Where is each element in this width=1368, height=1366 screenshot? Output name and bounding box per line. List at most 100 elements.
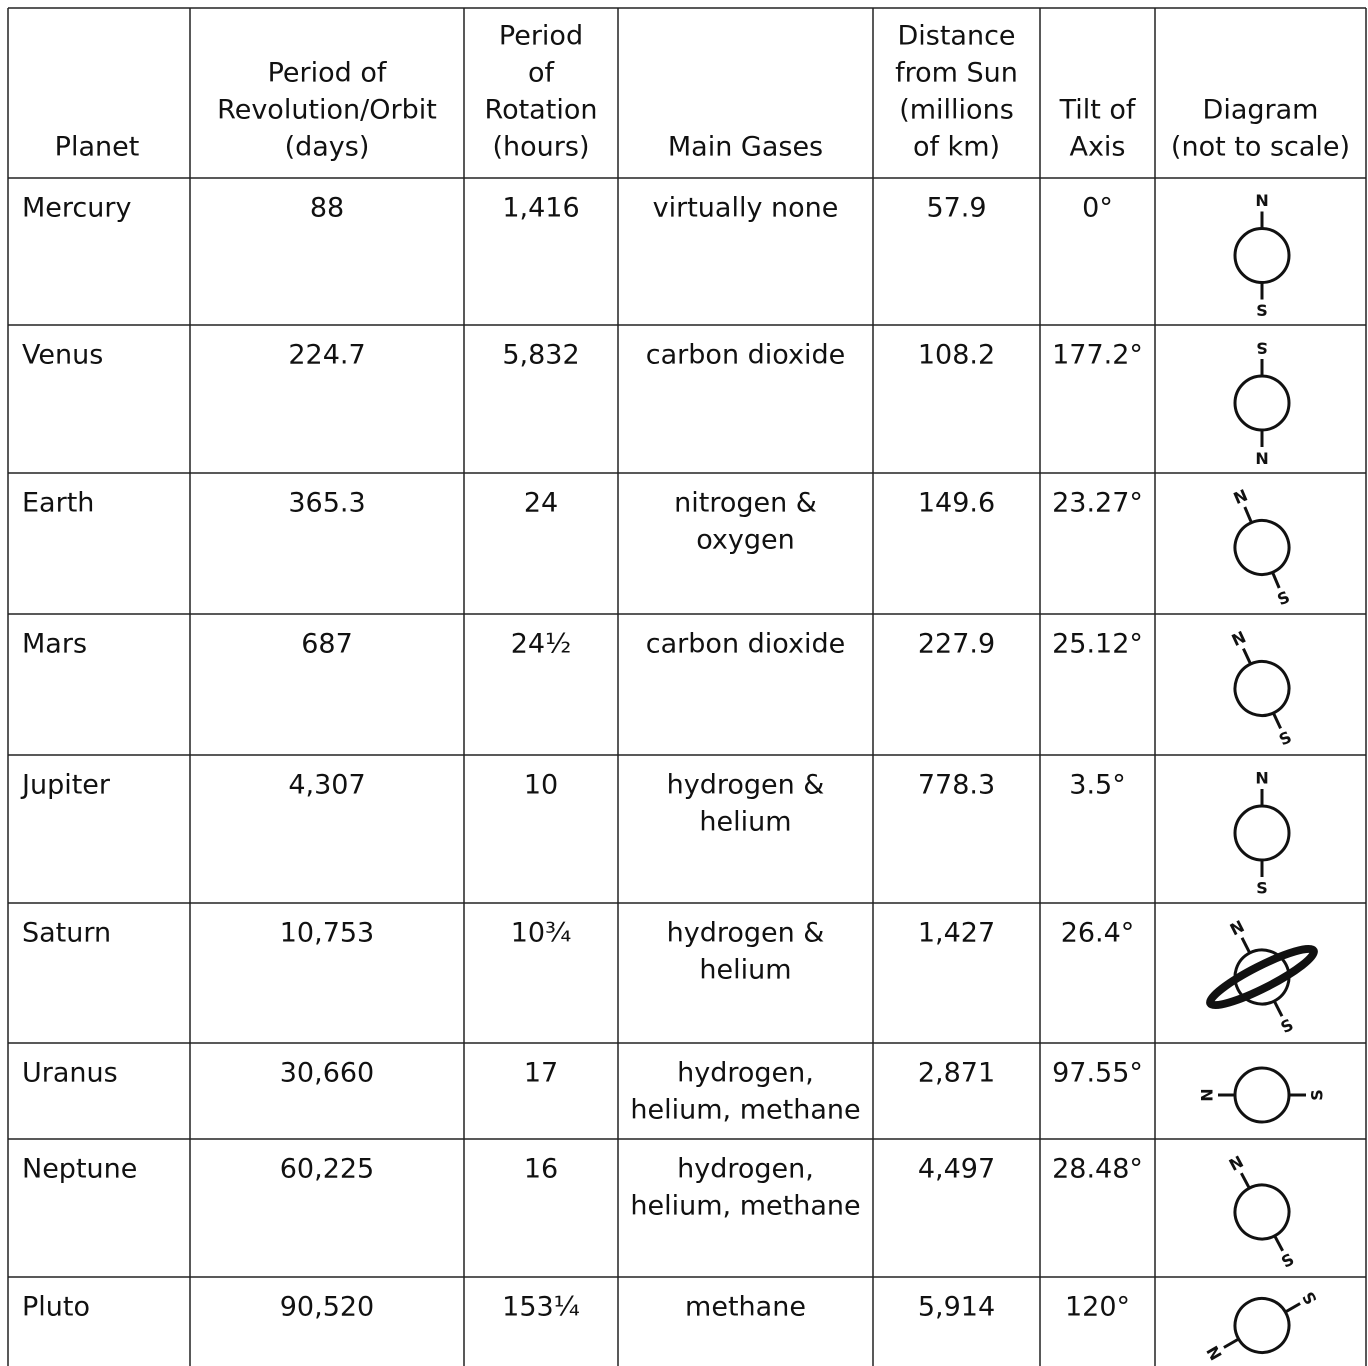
header-text: Revolution/Orbit <box>217 95 437 126</box>
pole-label: N <box>1255 191 1268 210</box>
cell-text: nitrogen & <box>674 488 817 519</box>
planet-diagram: NS <box>1206 916 1318 1037</box>
cell-text: hydrogen, <box>677 1154 814 1185</box>
cell-text: 57.9 <box>926 193 986 224</box>
cell-text: 227.9 <box>918 629 995 660</box>
planet-circle <box>1233 1297 1291 1354</box>
cell-text: 2,871 <box>918 1058 995 1089</box>
cell-text: 365.3 <box>288 488 365 519</box>
cell-text: 3.5° <box>1069 770 1125 801</box>
planet-diagram: NS <box>1233 191 1291 320</box>
cell-text: 16 <box>524 1154 558 1185</box>
planet-diagram: NS <box>1233 339 1291 468</box>
cell-text: 25.12° <box>1052 629 1143 660</box>
pole-label: S <box>1308 1089 1327 1101</box>
header-text: from Sun <box>895 58 1018 89</box>
pole-label: S <box>1256 301 1268 320</box>
cell-text: 24 <box>524 488 558 519</box>
cell-text: 90,520 <box>280 1292 374 1323</box>
planet-name: Venus <box>22 340 103 371</box>
cell-text: carbon dioxide <box>646 629 845 660</box>
planet-name: Jupiter <box>20 770 111 801</box>
pole-label: N <box>1226 1152 1247 1175</box>
pole-label: N <box>1255 449 1268 468</box>
header-text: Distance <box>897 21 1015 52</box>
header-text: of km) <box>913 132 1000 163</box>
cell-text: 778.3 <box>918 770 995 801</box>
pole-label: S <box>1299 1288 1321 1307</box>
cell-text: 24½ <box>511 629 572 660</box>
planet-name: Pluto <box>22 1292 90 1323</box>
planet-name: Mars <box>22 629 87 660</box>
cell-text: 17 <box>524 1058 558 1089</box>
cell-text: helium <box>699 807 791 838</box>
cell-text: 0° <box>1082 193 1113 224</box>
cell-text: 60,225 <box>280 1154 374 1185</box>
table-grid <box>7 7 1367 1366</box>
cell-text: 177.2° <box>1052 340 1143 371</box>
planet-name: Saturn <box>22 918 111 949</box>
cell-text: 30,660 <box>280 1058 374 1089</box>
pole-label: S <box>1256 879 1268 898</box>
cell-text: 687 <box>301 629 353 660</box>
planet-circle <box>1233 374 1291 432</box>
cell-text: 5,914 <box>918 1292 995 1323</box>
pole-label: S <box>1278 1249 1297 1271</box>
header-text: Rotation <box>485 95 598 126</box>
planet-diagram: NS <box>1229 627 1295 749</box>
planet-circle <box>1233 804 1291 862</box>
header-text: Planet <box>55 132 140 163</box>
planet-circle <box>1233 1066 1291 1124</box>
planet-diagram: NS <box>1203 1288 1321 1363</box>
cell-text: 1,416 <box>502 193 579 224</box>
pole-label: N <box>1203 1342 1226 1363</box>
cell-text: 4,307 <box>288 770 365 801</box>
cell-text: 149.6 <box>918 488 995 519</box>
planet-diagram: NS <box>1231 486 1293 610</box>
planet-diagram: NS <box>1233 769 1291 898</box>
header-text: (hours) <box>493 132 590 163</box>
header-text: Tilt of <box>1059 95 1137 126</box>
ring <box>1206 944 1318 1010</box>
cell-text: 97.55° <box>1052 1058 1143 1089</box>
pole-label: N <box>1255 769 1268 788</box>
cell-text: 10¾ <box>511 918 572 949</box>
pole-label: S <box>1278 1015 1297 1037</box>
cell-text: 4,497 <box>918 1154 995 1185</box>
header-text: Axis <box>1069 132 1125 163</box>
cell-text: 28.48° <box>1052 1154 1143 1185</box>
planet-circle <box>1233 660 1291 717</box>
cell-text: 5,832 <box>502 340 579 371</box>
planet-name: Neptune <box>22 1154 137 1185</box>
cell-text: oxygen <box>696 525 795 556</box>
pole-label: S <box>1274 587 1292 609</box>
cell-text: hydrogen & <box>667 918 825 949</box>
cell-text: hydrogen, <box>677 1058 814 1089</box>
header-text: Period <box>499 21 583 52</box>
planet-name: Uranus <box>22 1058 118 1089</box>
pole-label: N <box>1231 486 1251 509</box>
cell-text: helium <box>699 955 791 986</box>
cell-text: methane <box>685 1292 806 1323</box>
header-text: (not to scale) <box>1171 132 1350 163</box>
planet-circle <box>1233 948 1291 1006</box>
cell-text: 153¼ <box>502 1292 580 1323</box>
cell-text: 26.4° <box>1061 918 1135 949</box>
cell-text: carbon dioxide <box>646 340 845 371</box>
cell-text: 10,753 <box>280 918 374 949</box>
cell-text: 1,427 <box>918 918 995 949</box>
pole-label: N <box>1229 627 1249 650</box>
pole-label: N <box>1227 916 1248 939</box>
planet-diagram: NS <box>1226 1152 1298 1272</box>
cell-text: 108.2 <box>918 340 995 371</box>
cell-text: hydrogen & <box>667 770 825 801</box>
planet-circle <box>1233 227 1291 284</box>
cell-text: 88 <box>310 193 344 224</box>
cell-text: helium, methane <box>630 1095 860 1126</box>
header-text: Main Gases <box>668 132 823 163</box>
cell-text: 120° <box>1065 1292 1130 1323</box>
planet-circle <box>1233 519 1291 576</box>
pole-label: S <box>1256 339 1268 358</box>
